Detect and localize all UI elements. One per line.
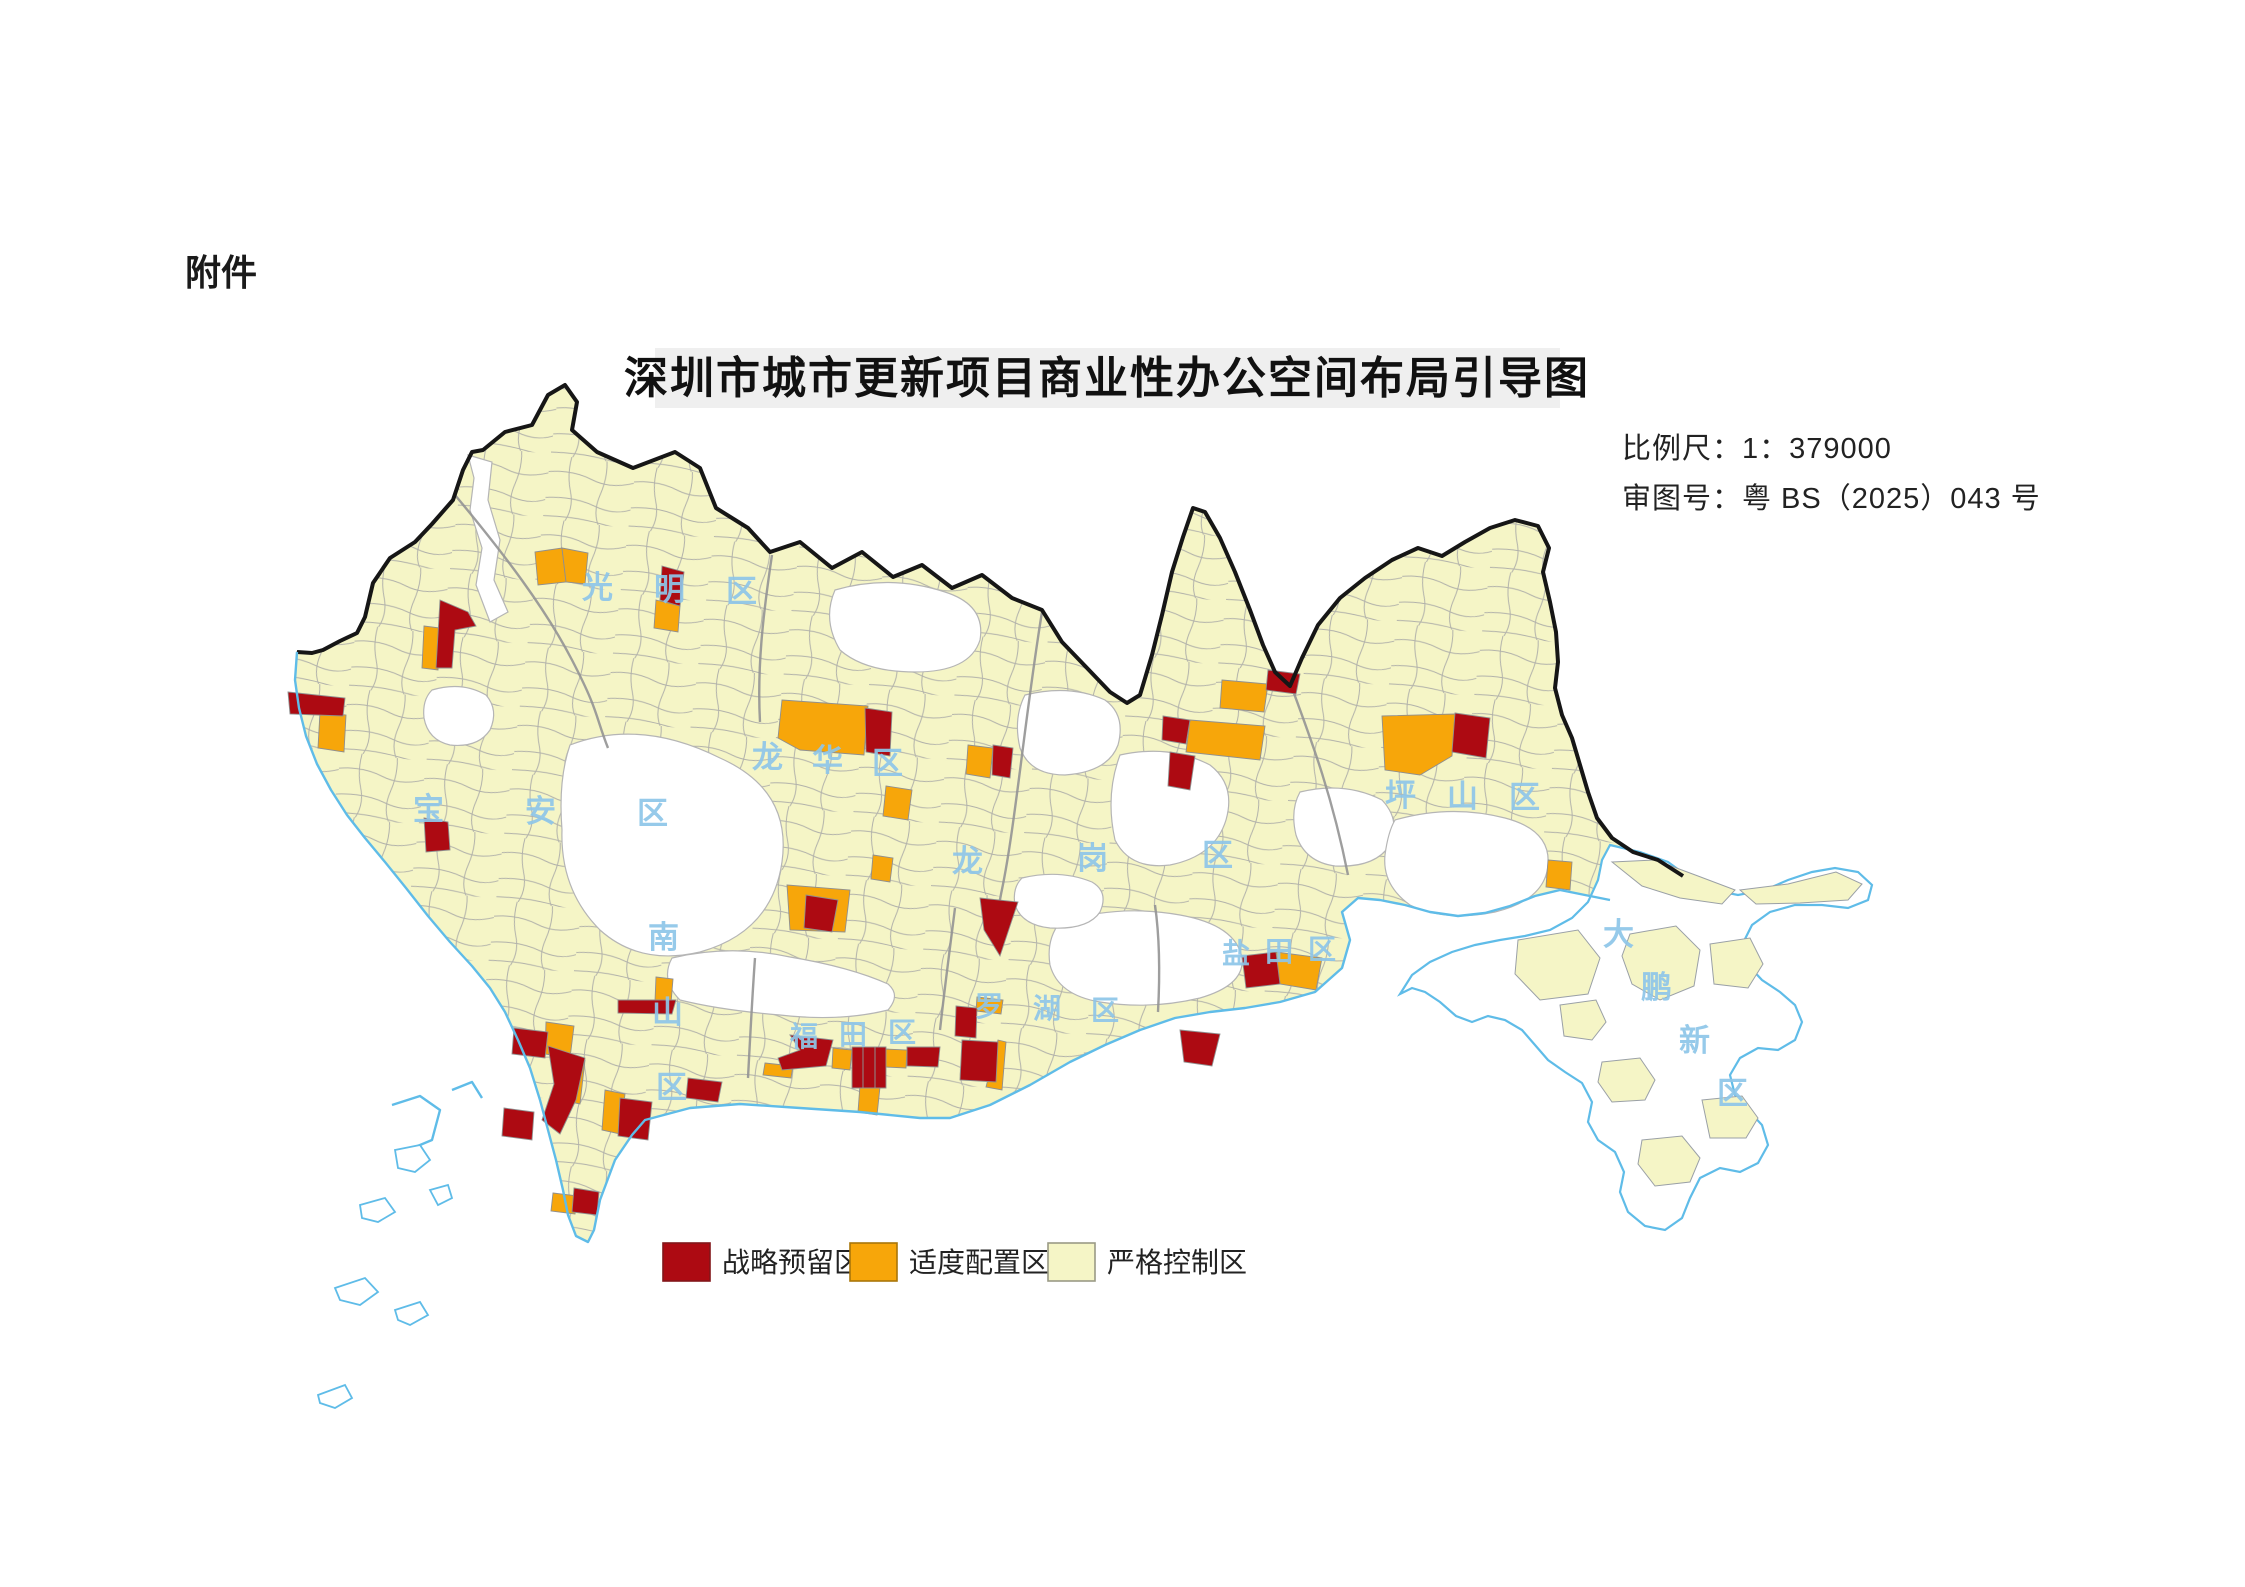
district-labels: 光明区 宝安区 南山区 龙华区 龙岗区 坪山区 福田区 罗湖区 盐田区 大鹏新区 xyxy=(413,570,1748,1111)
legend-label-moderate-allocation: 适度配置区 xyxy=(909,1247,1049,1278)
district-label-nanshan: 南山区 xyxy=(648,920,687,1105)
district-label-dapeng: 大鹏新区 xyxy=(1603,917,1748,1111)
scale-label: 比例尺：1：379000 xyxy=(1622,432,1892,465)
legend-label-strict-control: 严格控制区 xyxy=(1107,1247,1247,1278)
district-label-luohu: 罗湖区 xyxy=(975,991,1119,1026)
district-label-baoan: 宝安区 xyxy=(413,792,668,831)
district-label-guangming: 光明区 xyxy=(582,570,757,609)
district-label-yantian: 盐田区 xyxy=(1222,934,1336,969)
attachment-label: 附件 xyxy=(185,252,257,293)
district-label-longgang: 龙岗区 xyxy=(952,838,1233,879)
moderate-allocation-swatch xyxy=(849,1242,898,1282)
harbor-line xyxy=(391,1080,484,1152)
district-label-pingshan: 坪山区 xyxy=(1385,778,1540,815)
district-label-longhua: 龙华区 xyxy=(752,740,903,781)
strategic-reserve-swatch xyxy=(662,1242,711,1282)
non-construction-zones xyxy=(423,454,1549,1019)
legend-item-strict-control: 严格控制区 xyxy=(1047,1242,1247,1282)
page-title: 深圳市城市更新项目商业性办公空间布局引导图 xyxy=(624,354,1590,403)
district-label-futian: 福田区 xyxy=(789,1017,916,1052)
approval-number-label: 审图号：粤 BS（2025）043 号 xyxy=(1622,482,2041,515)
title-background xyxy=(655,348,1560,408)
islands xyxy=(316,1143,454,1409)
cbd-parcel-lines xyxy=(862,1047,876,1088)
district-boundary-lines xyxy=(454,494,1350,1079)
dapeng-land-parcels xyxy=(1514,859,1863,1187)
coastline xyxy=(293,651,1611,1244)
city-boundary-line xyxy=(296,383,1685,878)
legend-item-moderate-allocation: 适度配置区 xyxy=(849,1242,1049,1282)
legend-item-strategic-reserve: 战略预留区 xyxy=(662,1242,862,1282)
strict-control-swatch xyxy=(1047,1242,1096,1282)
legend: 战略预留区 适度配置区 严格控制区 xyxy=(662,1242,1247,1282)
map-canvas: 光明区 宝安区 南山区 龙华区 龙岗区 坪山区 福田区 罗湖区 盐田区 大鹏新区 xyxy=(287,383,1874,1409)
legend-label-strategic-reserve: 战略预留区 xyxy=(722,1247,862,1278)
